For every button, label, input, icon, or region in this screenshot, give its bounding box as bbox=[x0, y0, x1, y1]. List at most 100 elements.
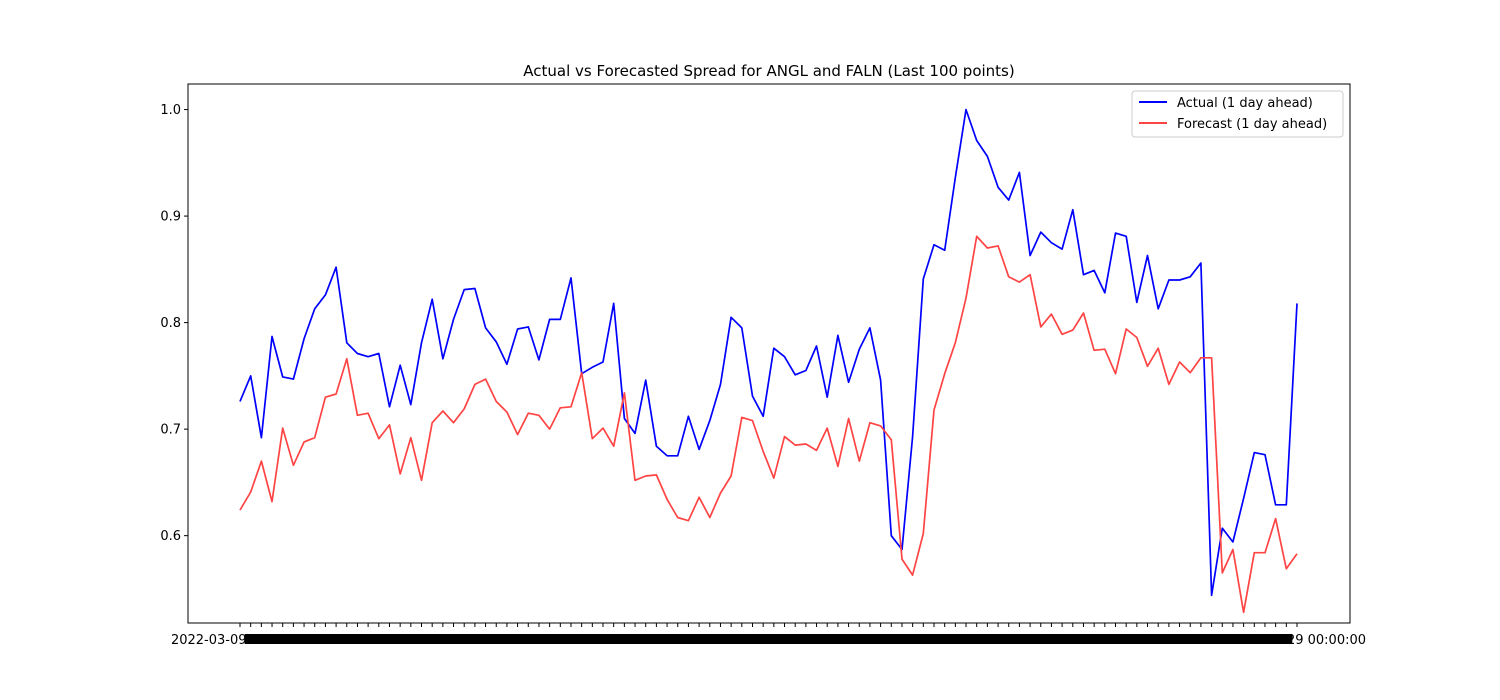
x-tick-label-overlap bbox=[319, 634, 332, 644]
x-tick-label-overlap bbox=[1013, 634, 1026, 644]
x-tick-label-last: 2022-07-29 00:00:00 bbox=[1228, 633, 1366, 648]
series-line-actual bbox=[239, 108, 1298, 597]
x-tick-label-overlap bbox=[1141, 634, 1154, 644]
y-tick-label: 1.0 bbox=[160, 103, 181, 118]
x-tick-label-overlap bbox=[821, 634, 834, 644]
x-tick-label-overlap bbox=[1002, 634, 1015, 644]
x-tick-label-overlap bbox=[340, 634, 353, 644]
x-tick-label-overlap bbox=[789, 634, 802, 644]
chart-title: Actual vs Forecasted Spread for ANGL and… bbox=[523, 62, 1014, 80]
x-tick-label-overlap bbox=[1077, 634, 1090, 644]
x-tick-label-overlap bbox=[522, 634, 535, 644]
x-tick-label-overlap bbox=[1173, 634, 1186, 644]
x-tick-label-overlap bbox=[927, 634, 940, 644]
x-tick-label-overlap bbox=[1184, 634, 1197, 644]
x-tick-label-overlap bbox=[330, 634, 343, 644]
x-tick-label-overlap bbox=[468, 634, 481, 644]
x-tick-label-overlap bbox=[992, 634, 1005, 644]
x-tick-label-overlap bbox=[629, 634, 642, 644]
x-tick-label-overlap bbox=[1162, 634, 1175, 644]
x-tick-label-overlap bbox=[639, 634, 652, 644]
x-tick-label-overlap bbox=[714, 634, 727, 644]
legend-label-actual: Actual (1 day ahead) bbox=[1177, 96, 1313, 111]
x-tick-label-overlap bbox=[404, 634, 417, 644]
x-tick-label-overlap bbox=[607, 634, 620, 644]
x-tick-label-overlap bbox=[949, 634, 962, 644]
x-tick-label-overlap bbox=[1258, 634, 1271, 644]
x-tick-label-overlap bbox=[831, 634, 844, 644]
x-axis: 2022-03-09 00:00:00 2022-07-29 00:00:00 bbox=[171, 623, 1366, 648]
x-tick-label-overlap bbox=[383, 634, 396, 644]
x-tick-label-overlap bbox=[1056, 634, 1069, 644]
x-tick-label-overlap bbox=[981, 634, 994, 644]
x-tick-label-overlap bbox=[650, 634, 663, 644]
x-tick-label-overlap bbox=[575, 634, 588, 644]
legend-box bbox=[1131, 90, 1344, 138]
x-tick-label-overlap bbox=[757, 634, 770, 644]
x-tick-label-overlap bbox=[436, 634, 449, 644]
x-tick-label-overlap bbox=[564, 634, 577, 644]
x-tick-label-overlap bbox=[693, 634, 706, 644]
x-tick-label-overlap bbox=[1034, 634, 1047, 644]
x-tick-label-overlap bbox=[618, 634, 631, 644]
x-tick-label-overlap bbox=[1216, 634, 1229, 644]
x-tick-label-overlap bbox=[1120, 634, 1133, 644]
x-tick-label-overlap bbox=[917, 634, 930, 644]
x-tick-label-overlap bbox=[362, 634, 375, 644]
legend-label-forecast: Forecast (1 day ahead) bbox=[1177, 117, 1327, 132]
x-tick-label-overlap bbox=[906, 634, 919, 644]
x-tick-label-overlap bbox=[671, 634, 684, 644]
x-tick-label-overlap bbox=[960, 634, 973, 644]
x-tick-label-overlap bbox=[1280, 634, 1293, 644]
y-tick-label: 0.8 bbox=[160, 316, 181, 331]
x-tick-label-overlap bbox=[532, 634, 545, 644]
x-tick-label-overlap bbox=[1269, 634, 1282, 644]
x-tick-label-overlap bbox=[1045, 634, 1058, 644]
series-layer bbox=[239, 108, 1298, 614]
x-tick-label-overlap bbox=[287, 634, 300, 644]
x-tick-label-overlap bbox=[810, 634, 823, 644]
x-tick-label-overlap bbox=[767, 634, 780, 644]
x-tick-label-overlap bbox=[255, 634, 268, 644]
x-tick-label-overlap bbox=[842, 634, 855, 644]
x-tick-label-overlap bbox=[394, 634, 407, 644]
x-tick-label-overlap bbox=[874, 634, 887, 644]
x-tick-label-overlap bbox=[1109, 634, 1122, 644]
x-tick-label-overlap bbox=[1098, 634, 1111, 644]
x-tick-label-overlap bbox=[1205, 634, 1218, 644]
x-tick-label-overlap bbox=[511, 634, 524, 644]
x-tick-label-overlap bbox=[661, 634, 674, 644]
x-tick-label-overlap bbox=[586, 634, 599, 644]
x-tick-label-overlap bbox=[447, 634, 460, 644]
x-tick-label-overlap bbox=[1152, 634, 1165, 644]
x-tick-label-overlap bbox=[735, 634, 748, 644]
plot-frame bbox=[187, 83, 1351, 624]
x-tick-label-overlap bbox=[351, 634, 364, 644]
x-tick-label-overlap bbox=[970, 634, 983, 644]
x-tick-label-overlap bbox=[308, 634, 321, 644]
x-tick-label-overlap bbox=[298, 634, 311, 644]
x-tick-label-overlap bbox=[938, 634, 951, 644]
y-tick-label: 0.7 bbox=[160, 423, 181, 438]
y-tick-label: 0.6 bbox=[160, 529, 181, 544]
x-tick-label-overlap bbox=[1024, 634, 1037, 644]
x-tick-label-overlap bbox=[266, 634, 279, 644]
x-tick-label-overlap bbox=[1226, 634, 1239, 644]
x-tick-label-overlap bbox=[853, 634, 866, 644]
x-tick-label-overlap bbox=[1248, 634, 1261, 644]
series-line-forecast bbox=[239, 235, 1298, 614]
x-tick-label-overlap bbox=[244, 634, 257, 644]
legend: Actual (1 day ahead) Forecast (1 day ahe… bbox=[1131, 90, 1344, 138]
x-tick-label-overlap bbox=[863, 634, 876, 644]
x-tick-label-overlap bbox=[746, 634, 759, 644]
x-tick-label-overlap bbox=[276, 634, 289, 644]
x-tick-label-overlap bbox=[1066, 634, 1079, 644]
x-tick-label-overlap bbox=[554, 634, 567, 644]
x-tick-label-overlap bbox=[885, 634, 898, 644]
x-tick-label-overlap bbox=[490, 634, 503, 644]
y-axis: 0.6 0.7 0.8 0.9 1.0 bbox=[160, 103, 188, 544]
x-tick-label-overlap bbox=[778, 634, 791, 644]
x-tick-label-overlap bbox=[543, 634, 556, 644]
x-tick-label-overlap bbox=[703, 634, 716, 644]
